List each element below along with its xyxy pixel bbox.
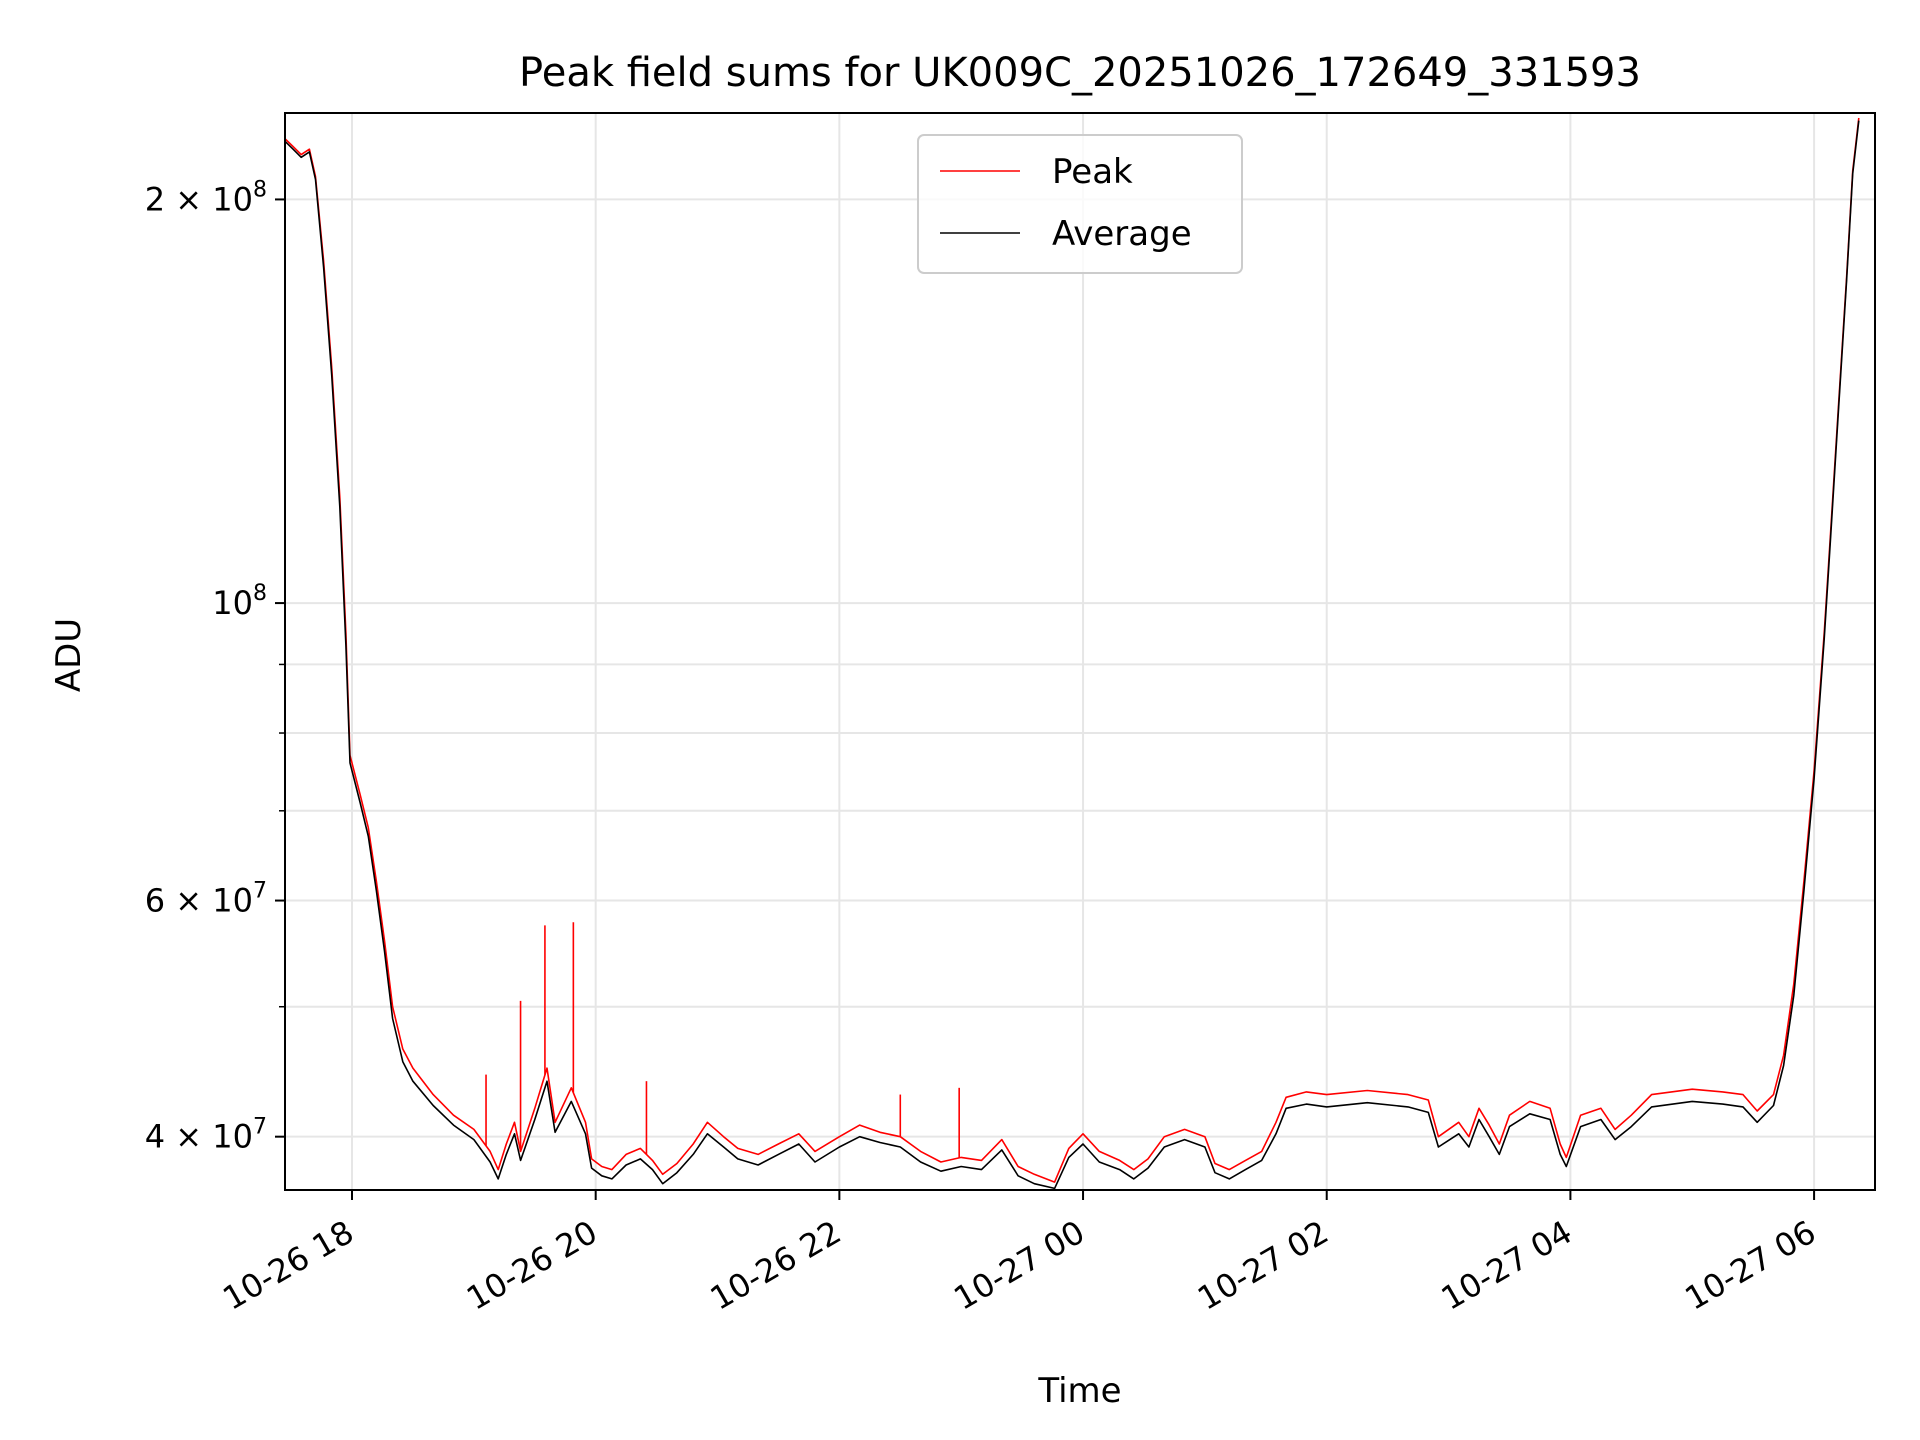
series-layer [285, 117, 1860, 1190]
y-axis: 4 × 107 6 × 107 108 2 × 108 [145, 177, 285, 1156]
plot-frame [284, 112, 1876, 1191]
legend-box [917, 134, 1243, 274]
y-tick-label: 108 [212, 581, 267, 622]
x-axis-label: Time [1037, 1371, 1121, 1411]
chart-title: Peak field sums for UK009C_20251026_1726… [519, 50, 1641, 96]
y-tick-label: 6 × 107 [145, 879, 267, 920]
legend-label-peak: Peak [1052, 152, 1133, 192]
series-line-peak [285, 117, 1860, 1183]
y-tick-label: 4 × 107 [145, 1115, 267, 1156]
legend-label-average: Average [1052, 214, 1192, 254]
legend: Peak Average [917, 134, 1243, 274]
series-line-average [285, 120, 1860, 1190]
y-axis-label: ADU [49, 618, 89, 692]
y-tick-label: 2 × 108 [145, 177, 267, 218]
